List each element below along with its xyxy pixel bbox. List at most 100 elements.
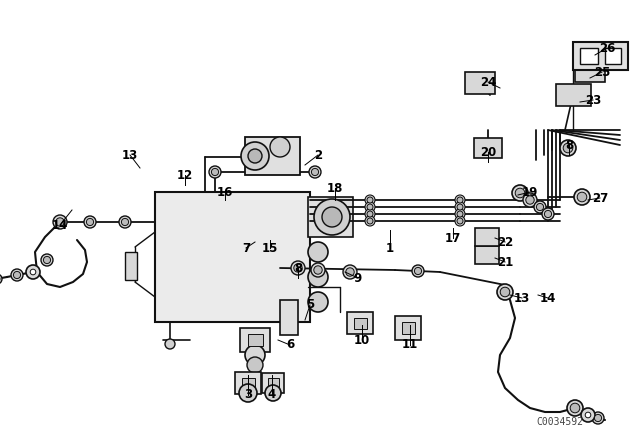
Bar <box>556 84 591 106</box>
Circle shape <box>367 204 373 210</box>
Bar <box>580 48 598 64</box>
Text: 20: 20 <box>480 146 496 159</box>
Circle shape <box>53 215 67 229</box>
Bar <box>280 300 298 335</box>
Text: 15: 15 <box>262 241 278 254</box>
Text: 21: 21 <box>497 255 513 268</box>
Circle shape <box>248 149 262 163</box>
Circle shape <box>119 216 131 228</box>
Circle shape <box>308 292 328 312</box>
Bar <box>155 192 310 322</box>
Text: 3: 3 <box>244 388 252 401</box>
Text: 22: 22 <box>497 236 513 249</box>
Text: 13: 13 <box>122 148 138 161</box>
Bar <box>605 48 621 64</box>
Text: C0034592: C0034592 <box>536 417 584 427</box>
Bar <box>240 328 270 352</box>
Circle shape <box>367 197 373 203</box>
Circle shape <box>457 218 463 224</box>
Circle shape <box>365 202 375 212</box>
Circle shape <box>536 203 543 211</box>
Circle shape <box>365 216 375 226</box>
Circle shape <box>455 202 465 212</box>
Circle shape <box>542 208 554 220</box>
Circle shape <box>455 195 465 205</box>
Bar <box>245 137 300 175</box>
Circle shape <box>367 211 373 217</box>
Bar <box>475 228 499 246</box>
Bar <box>268 378 279 388</box>
Text: 6: 6 <box>286 339 294 352</box>
Circle shape <box>365 195 375 205</box>
Text: 18: 18 <box>327 181 343 194</box>
Text: 8: 8 <box>294 262 302 275</box>
Text: 13: 13 <box>514 292 530 305</box>
Text: 9: 9 <box>354 271 362 284</box>
Circle shape <box>86 218 93 226</box>
Circle shape <box>457 204 463 210</box>
Circle shape <box>500 287 510 297</box>
Circle shape <box>241 142 269 170</box>
Circle shape <box>577 192 587 202</box>
Circle shape <box>560 140 576 156</box>
Text: 25: 25 <box>594 65 610 78</box>
Circle shape <box>322 207 342 227</box>
Circle shape <box>309 166 321 178</box>
Text: 17: 17 <box>445 232 461 245</box>
Circle shape <box>415 267 422 275</box>
Circle shape <box>563 143 573 153</box>
Circle shape <box>165 339 175 349</box>
Circle shape <box>343 265 357 279</box>
Circle shape <box>498 285 512 299</box>
Circle shape <box>570 403 580 413</box>
Circle shape <box>545 211 552 218</box>
Circle shape <box>523 193 537 207</box>
Text: 19: 19 <box>522 185 538 198</box>
Text: 8: 8 <box>565 138 573 151</box>
Circle shape <box>247 357 263 373</box>
Circle shape <box>457 211 463 217</box>
Circle shape <box>312 168 319 176</box>
Circle shape <box>308 242 328 262</box>
Circle shape <box>294 264 302 272</box>
Circle shape <box>581 408 595 422</box>
Text: 11: 11 <box>402 339 418 352</box>
Circle shape <box>501 288 509 296</box>
Bar <box>125 252 137 280</box>
Circle shape <box>592 412 604 424</box>
Circle shape <box>365 209 375 219</box>
Bar <box>575 62 605 82</box>
Text: 14: 14 <box>52 219 68 232</box>
Circle shape <box>595 414 602 422</box>
Circle shape <box>526 196 534 204</box>
Circle shape <box>239 384 257 402</box>
Circle shape <box>455 216 465 226</box>
Text: 24: 24 <box>480 76 496 89</box>
Bar <box>475 246 499 264</box>
Circle shape <box>211 168 219 176</box>
Circle shape <box>291 261 305 275</box>
Circle shape <box>585 412 591 418</box>
Bar <box>474 138 502 158</box>
Circle shape <box>44 256 51 263</box>
Circle shape <box>457 197 463 203</box>
Circle shape <box>346 268 354 276</box>
Circle shape <box>265 385 281 401</box>
Bar <box>347 312 373 334</box>
Circle shape <box>26 265 40 279</box>
Text: 14: 14 <box>540 292 556 305</box>
Circle shape <box>512 185 528 201</box>
Text: 2: 2 <box>314 148 322 161</box>
Bar <box>248 334 263 346</box>
Text: 4: 4 <box>268 388 276 401</box>
Circle shape <box>314 199 350 235</box>
Text: 27: 27 <box>592 191 608 204</box>
Text: 10: 10 <box>354 333 370 346</box>
Circle shape <box>122 218 129 226</box>
Circle shape <box>11 269 23 281</box>
Circle shape <box>367 218 373 224</box>
Circle shape <box>311 263 325 277</box>
Text: 16: 16 <box>217 185 233 198</box>
Circle shape <box>84 216 96 228</box>
Circle shape <box>412 265 424 277</box>
